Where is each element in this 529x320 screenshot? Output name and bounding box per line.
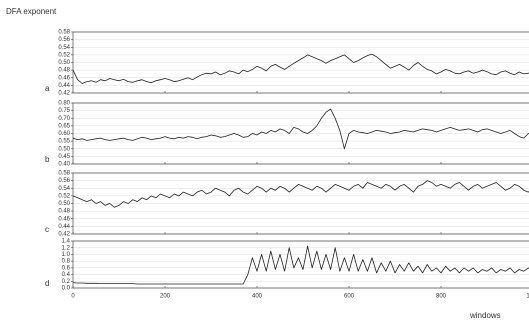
y-tick-label: 0.50 xyxy=(58,60,70,66)
y-tick-label: 0.55 xyxy=(58,139,70,145)
panel-frame xyxy=(72,240,529,289)
x-tick-label: 0 xyxy=(71,294,75,300)
y-tick-label: 0.50 xyxy=(58,146,70,152)
y-tick-label: 0.48 xyxy=(58,68,70,74)
y-tick-label: 0.44 xyxy=(58,83,70,89)
y-tick-label: 0.75 xyxy=(58,108,70,114)
y-tick-label: 0.46 xyxy=(58,75,70,81)
panel-frame xyxy=(72,31,529,94)
y-tick-label: 0.4 xyxy=(62,272,71,278)
y-tick-label: 0.58 xyxy=(58,30,70,36)
y-tick-label: 0.45 xyxy=(58,154,70,160)
panel-label: c xyxy=(45,225,49,234)
y-tick-label: 0.60 xyxy=(58,131,70,137)
y-tick-label: 0.2 xyxy=(62,279,71,285)
y-tick-label: 0.54 xyxy=(58,45,70,51)
x-tick-label: 1000 xyxy=(526,294,529,300)
y-tick-label: 0.50 xyxy=(58,201,70,207)
y-tick-label: 0.52 xyxy=(58,52,70,58)
data-line xyxy=(72,53,529,84)
y-tick-label: 0.8 xyxy=(62,259,71,265)
y-tick-label: 0.58 xyxy=(58,171,70,177)
y-tick-label: 0.0 xyxy=(62,286,71,292)
x-axis-label: windows xyxy=(469,311,501,320)
y-tick-label: 0.56 xyxy=(58,37,70,43)
y-tick-label: 1.0 xyxy=(62,252,71,258)
y-tick-label: 1.2 xyxy=(62,245,71,251)
y-tick-label: 0.42 xyxy=(58,91,70,97)
y-tick-label: 0.42 xyxy=(58,232,70,238)
y-tick-label: 0.46 xyxy=(58,216,70,222)
y-tick-label: 0.44 xyxy=(58,224,70,230)
x-tick-label: 200 xyxy=(160,294,171,300)
x-tick-label: 800 xyxy=(436,294,447,300)
data-line xyxy=(72,245,529,285)
y-tick-label: 0.54 xyxy=(58,186,70,192)
y-tick-label: 1.4 xyxy=(62,239,71,245)
x-tick-label: 600 xyxy=(344,294,355,300)
y-tick-label: 0.56 xyxy=(58,178,70,184)
y-tick-label: 0.6 xyxy=(62,265,71,271)
data-line xyxy=(72,180,529,208)
x-tick-label: 400 xyxy=(252,294,263,300)
y-tick-label: 0.70 xyxy=(58,116,70,122)
y-tick-label: 0.40 xyxy=(58,162,70,168)
panel-frame xyxy=(72,102,529,165)
panel-frame xyxy=(72,172,529,235)
panel-label: b xyxy=(45,155,50,164)
y-tick-label: 0.48 xyxy=(58,209,70,215)
chart-title: DFA exponent xyxy=(6,7,57,16)
data-line xyxy=(72,108,529,150)
panel-label: a xyxy=(45,84,50,93)
y-tick-label: 0.80 xyxy=(58,101,70,107)
y-tick-label: 0.52 xyxy=(58,193,70,199)
panel-label: d xyxy=(45,279,49,288)
y-tick-label: 0.65 xyxy=(58,123,70,129)
